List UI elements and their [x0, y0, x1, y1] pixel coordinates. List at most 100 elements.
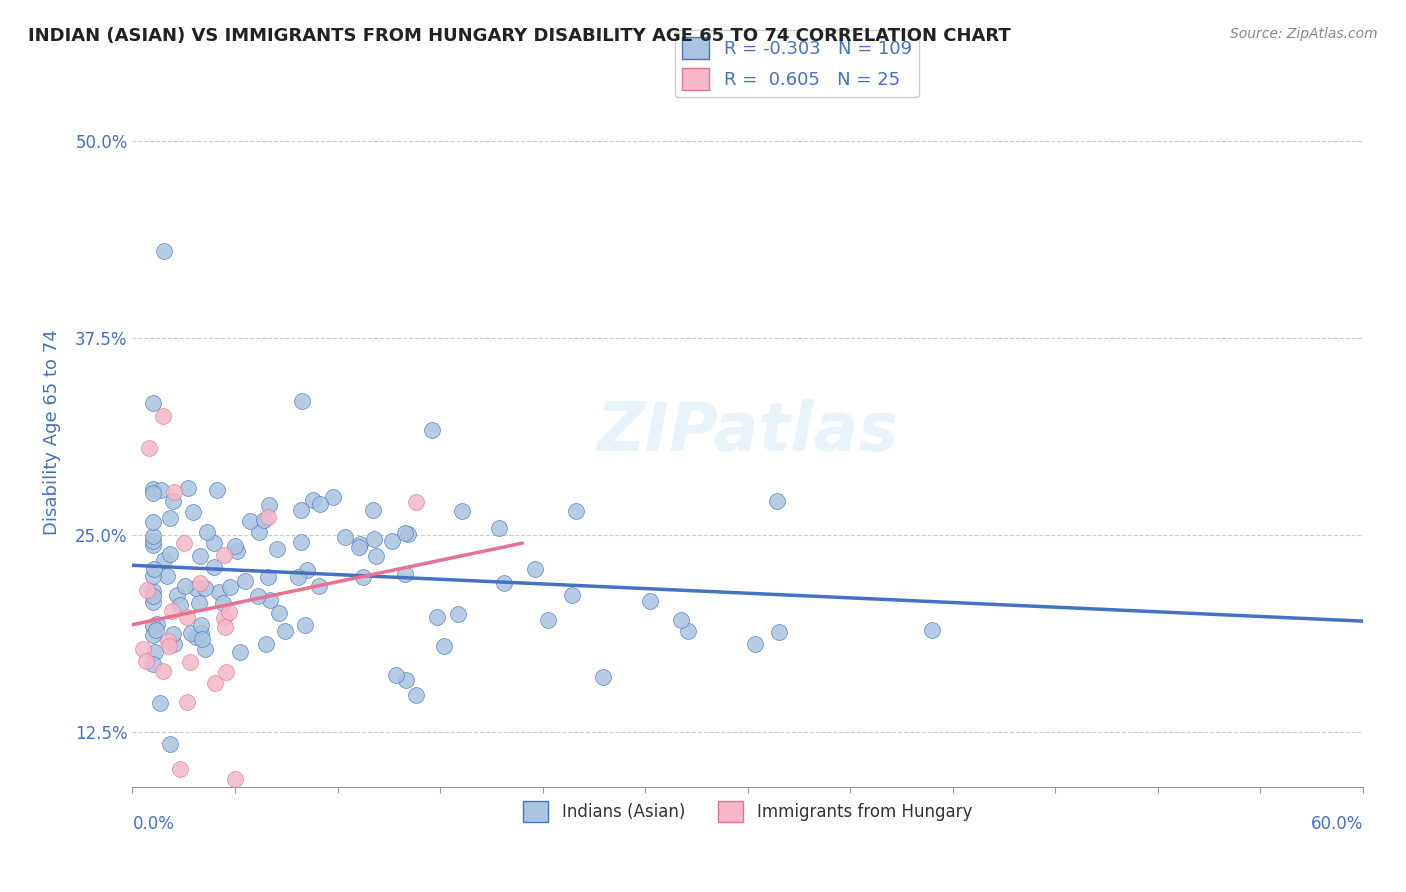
- Point: [157, 639, 180, 653]
- Point: [152, 665, 174, 679]
- Point: [405, 688, 427, 702]
- Point: [308, 497, 330, 511]
- Point: [142, 589, 165, 603]
- Point: [159, 511, 181, 525]
- Point: [190, 618, 212, 632]
- Point: [214, 619, 236, 633]
- Point: [157, 633, 180, 648]
- Point: [290, 535, 312, 549]
- Point: [381, 534, 404, 549]
- Point: [638, 594, 661, 608]
- Point: [233, 574, 256, 589]
- Point: [405, 494, 427, 508]
- Point: [219, 580, 242, 594]
- Point: [335, 530, 357, 544]
- Point: [259, 592, 281, 607]
- Point: [447, 607, 470, 621]
- Y-axis label: Disability Age 65 to 74: Disability Age 65 to 74: [44, 329, 60, 535]
- Point: [159, 737, 181, 751]
- Point: [177, 482, 200, 496]
- Point: [173, 535, 195, 549]
- Point: [174, 578, 197, 592]
- Point: [322, 490, 344, 504]
- Point: [176, 695, 198, 709]
- Point: [143, 645, 166, 659]
- Point: [426, 610, 449, 624]
- Point: [492, 576, 515, 591]
- Point: [224, 539, 246, 553]
- Point: [142, 395, 165, 409]
- Point: [142, 619, 165, 633]
- Point: [766, 494, 789, 508]
- Point: [564, 503, 586, 517]
- Point: [169, 762, 191, 776]
- Point: [160, 604, 183, 618]
- Point: [142, 628, 165, 642]
- Point: [768, 625, 790, 640]
- Point: [142, 482, 165, 496]
- Point: [162, 637, 184, 651]
- Point: [215, 665, 238, 680]
- Point: [257, 509, 280, 524]
- Point: [247, 589, 270, 603]
- Point: [179, 655, 201, 669]
- Point: [184, 581, 207, 595]
- Point: [190, 626, 212, 640]
- Point: [183, 504, 205, 518]
- Point: [239, 514, 262, 528]
- Point: [149, 696, 172, 710]
- Point: [347, 541, 370, 555]
- Point: [394, 673, 416, 687]
- Point: [212, 611, 235, 625]
- Point: [195, 524, 218, 539]
- Point: [180, 626, 202, 640]
- Point: [352, 570, 374, 584]
- Point: [921, 623, 943, 637]
- Point: [291, 393, 314, 408]
- Point: [136, 583, 159, 598]
- Point: [273, 624, 295, 638]
- Text: ZIPatlas: ZIPatlas: [596, 400, 898, 466]
- Point: [671, 613, 693, 627]
- Point: [142, 529, 165, 543]
- Point: [208, 585, 231, 599]
- Point: [420, 423, 443, 437]
- Point: [188, 596, 211, 610]
- Point: [592, 669, 614, 683]
- Point: [145, 623, 167, 637]
- Point: [561, 588, 583, 602]
- Point: [162, 494, 184, 508]
- Point: [267, 606, 290, 620]
- Point: [385, 667, 408, 681]
- Point: [537, 613, 560, 627]
- Point: [132, 642, 155, 657]
- Point: [188, 549, 211, 564]
- Point: [186, 630, 208, 644]
- Point: [138, 441, 160, 455]
- Point: [287, 569, 309, 583]
- Point: [433, 639, 456, 653]
- Point: [202, 536, 225, 550]
- Point: [162, 627, 184, 641]
- Point: [254, 637, 277, 651]
- Point: [204, 675, 226, 690]
- Point: [159, 547, 181, 561]
- Point: [153, 552, 176, 566]
- Point: [142, 538, 165, 552]
- Point: [166, 588, 188, 602]
- Text: 60.0%: 60.0%: [1310, 815, 1362, 833]
- Point: [169, 598, 191, 612]
- Point: [257, 498, 280, 512]
- Point: [363, 532, 385, 546]
- Text: 0.0%: 0.0%: [132, 815, 174, 833]
- Point: [266, 541, 288, 556]
- Point: [204, 560, 226, 574]
- Point: [142, 568, 165, 582]
- Point: [188, 576, 211, 591]
- Point: [394, 567, 416, 582]
- Point: [295, 563, 318, 577]
- Point: [290, 503, 312, 517]
- Point: [156, 568, 179, 582]
- Point: [149, 483, 172, 497]
- Point: [145, 617, 167, 632]
